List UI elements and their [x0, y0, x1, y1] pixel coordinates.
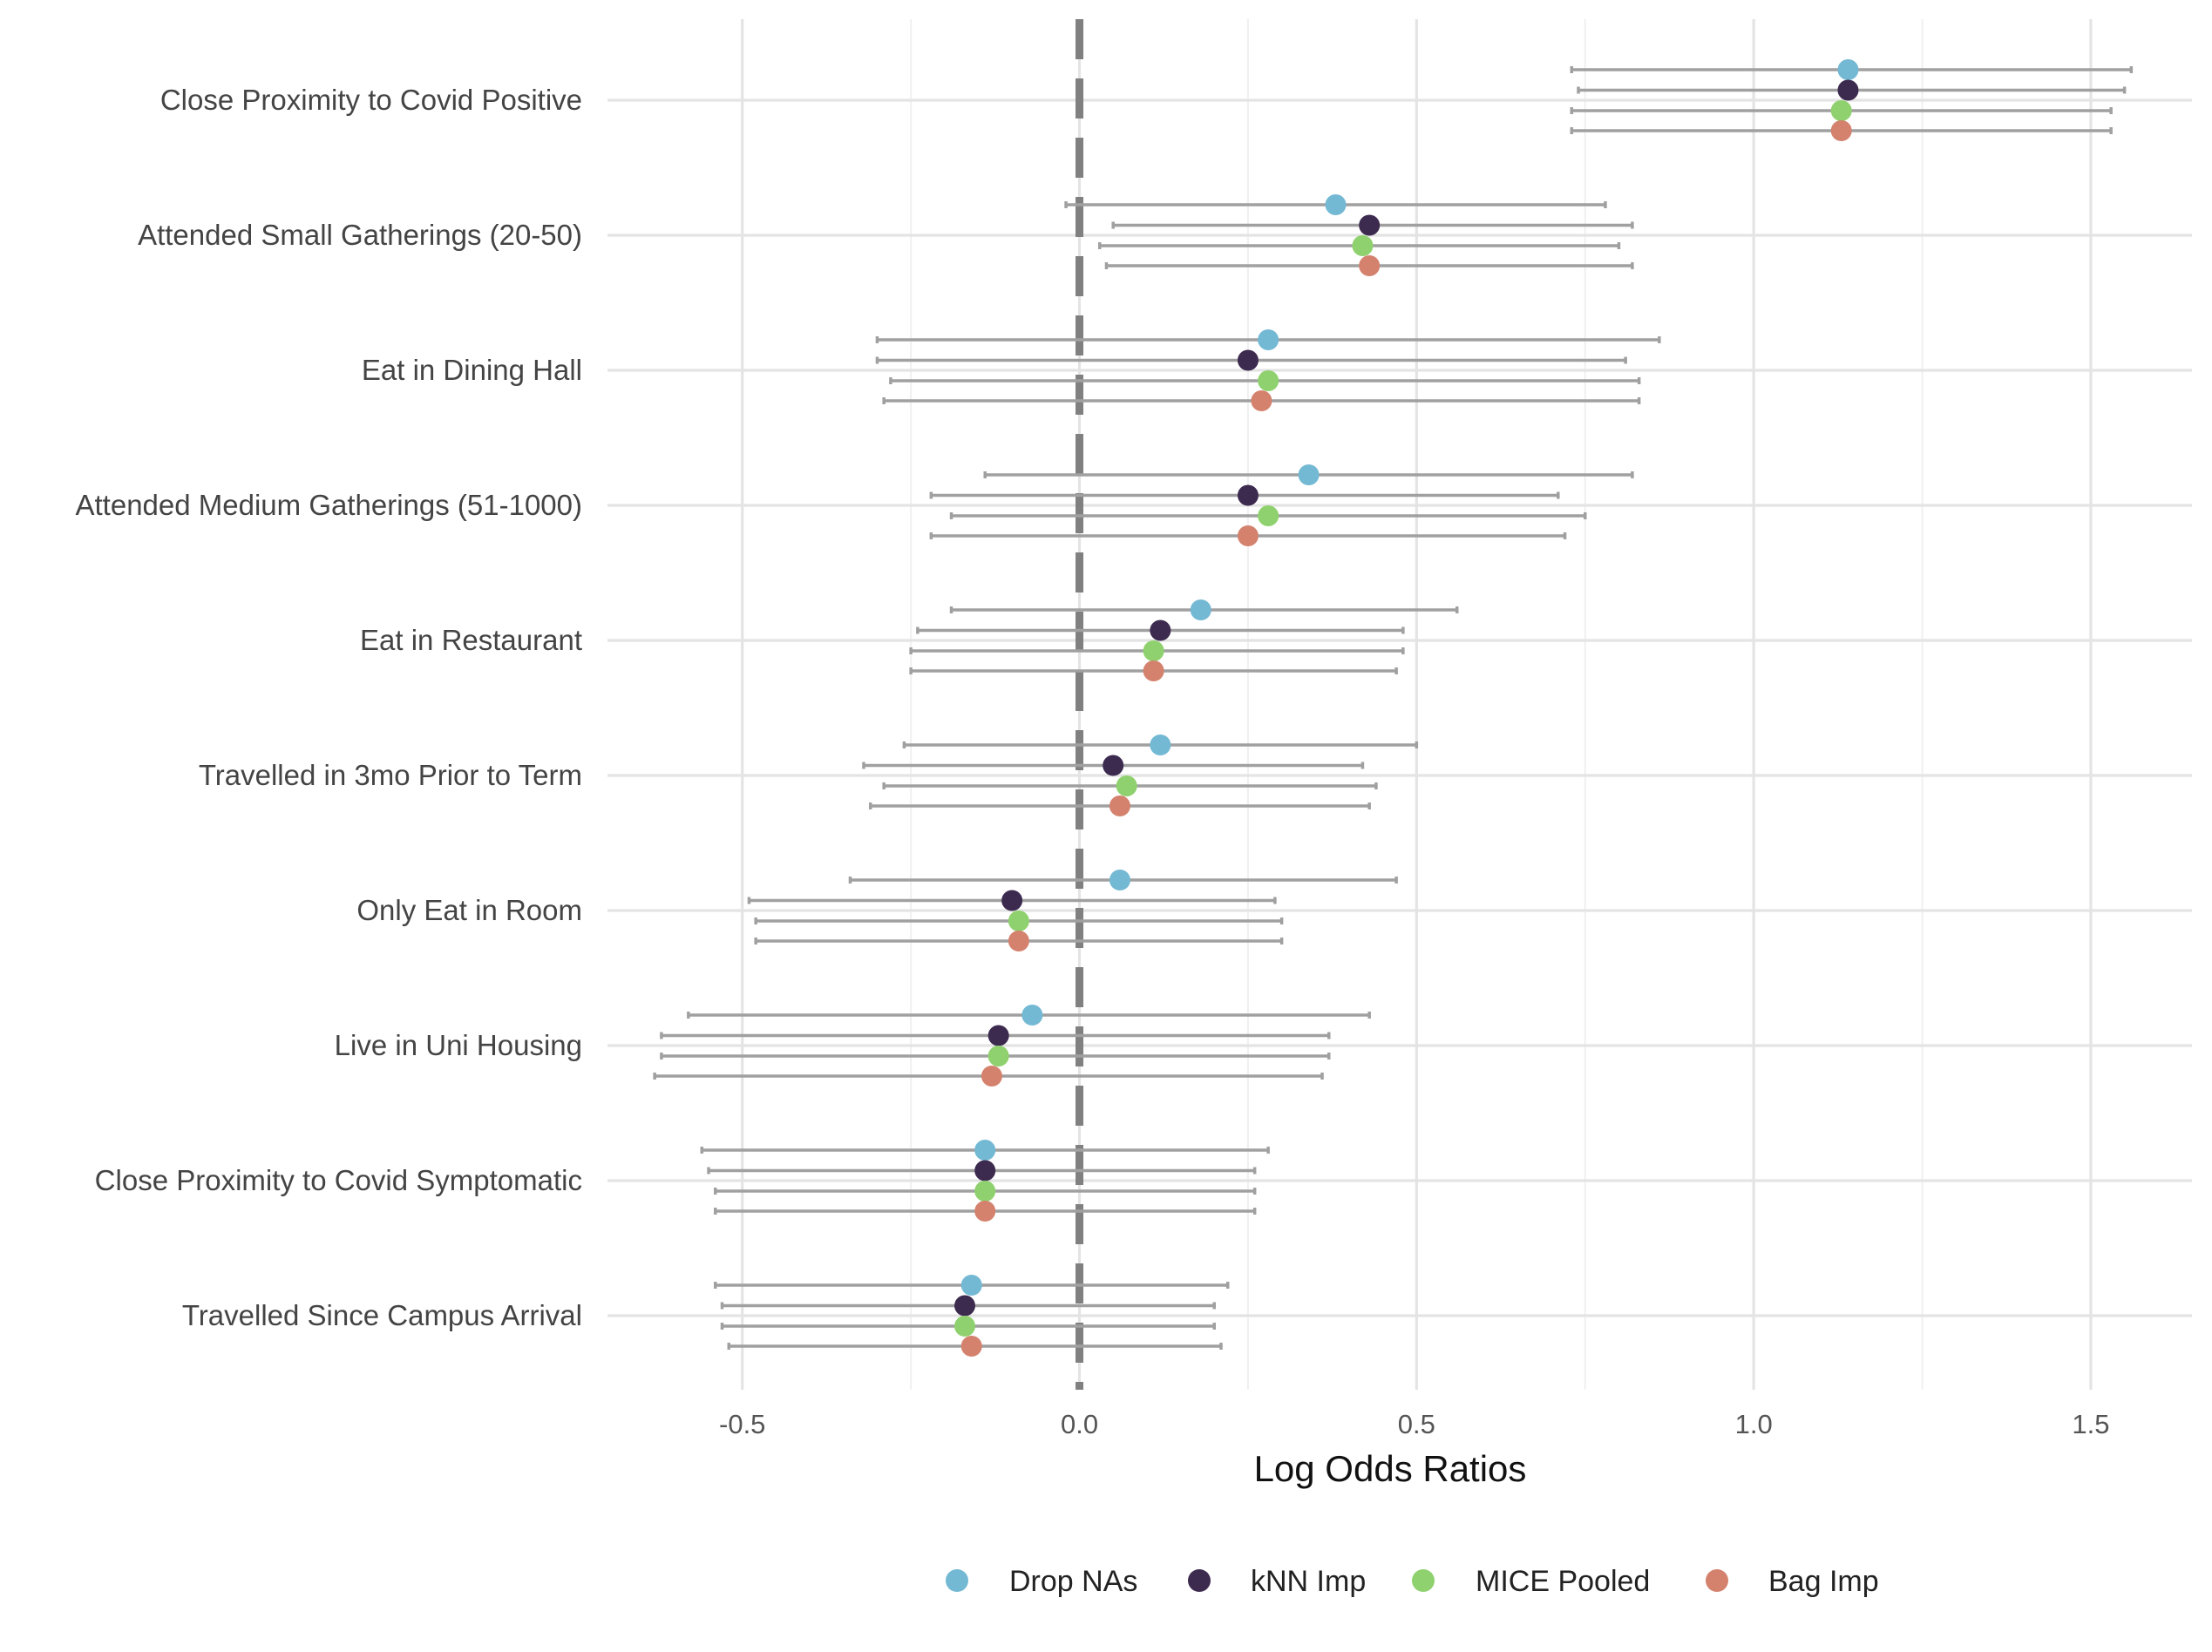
point [974, 1181, 996, 1202]
legend-item: Drop NAs [946, 1565, 1137, 1598]
legend-item: Bag Imp [1706, 1565, 1879, 1598]
point [1143, 640, 1164, 661]
point [980, 1066, 1002, 1087]
point [987, 1025, 1009, 1046]
category-label: Close Proximity to Covid Positive [160, 84, 582, 116]
point [1237, 349, 1259, 371]
category-label: Travelled Since Campus Arrival [182, 1299, 582, 1331]
point [960, 1336, 982, 1357]
legend-item: MICE Pooled [1412, 1565, 1650, 1598]
legend-swatch [1412, 1569, 1435, 1592]
point [1258, 329, 1279, 350]
category-label: Close Proximity to Covid Symptomatic [95, 1164, 582, 1196]
point [954, 1316, 976, 1337]
legend-label: Bag Imp [1768, 1565, 1879, 1598]
category-label: Travelled in 3mo Prior to Term [199, 759, 582, 791]
legend-item: kNN Imp [1188, 1565, 1366, 1598]
legend-label: Drop NAs [1009, 1565, 1137, 1598]
point [1150, 735, 1171, 755]
point [1298, 464, 1320, 485]
point [1116, 775, 1137, 796]
point [1258, 505, 1279, 526]
category-label: Live in Uni Housing [335, 1029, 582, 1061]
series-2 [660, 100, 2113, 1337]
point [1258, 370, 1279, 391]
point [1237, 525, 1259, 546]
legend-swatch [1706, 1569, 1728, 1592]
point [960, 1275, 982, 1296]
point [1352, 235, 1374, 256]
x-axis-title: Log Odds Ratios [1254, 1448, 1527, 1489]
point [1008, 911, 1029, 931]
category-label: Eat in Restaurant [360, 624, 582, 656]
category-label: Only Eat in Room [356, 894, 582, 926]
point [1150, 620, 1171, 641]
x-tick-label: 1.5 [2072, 1409, 2109, 1439]
series-group [653, 59, 2134, 1357]
point [1251, 390, 1272, 411]
x-tick-label: -0.5 [719, 1409, 765, 1439]
category-labels: Close Proximity to Covid Positive Attende… [76, 84, 583, 1331]
x-tick-label: 1.0 [1735, 1409, 1773, 1439]
point [974, 1201, 996, 1222]
series-1 [660, 79, 2127, 1317]
point [1837, 79, 1859, 101]
point [1237, 484, 1259, 506]
category-label: Eat in Dining Hall [362, 354, 582, 386]
point [1359, 255, 1381, 276]
legend-label: MICE Pooled [1476, 1565, 1650, 1598]
legend-label: kNN Imp [1251, 1565, 1366, 1598]
point [1103, 755, 1124, 776]
x-tick-labels: -0.5 0.0 0.5 1.0 1.5 [719, 1409, 2109, 1439]
point [1190, 599, 1211, 620]
category-label: Attended Small Gatherings (20-50) [138, 219, 582, 251]
series-0 [687, 59, 2134, 1296]
grid [607, 19, 2192, 1390]
legend: Drop NAs kNN Imp MICE Pooled Bag Imp [946, 1565, 1879, 1598]
point [954, 1295, 976, 1317]
x-tick-label: 0.0 [1061, 1409, 1098, 1439]
point [1837, 59, 1859, 80]
point [1830, 100, 1852, 121]
point [1325, 194, 1347, 215]
point [1109, 870, 1130, 890]
category-label: Attended Medium Gatherings (51-1000) [76, 489, 583, 521]
point [974, 1140, 996, 1161]
legend-swatch [1188, 1569, 1211, 1592]
point [1001, 890, 1023, 911]
point [1830, 120, 1852, 141]
point [974, 1160, 996, 1181]
point [1359, 214, 1381, 236]
point [1109, 796, 1130, 816]
point [1021, 1005, 1043, 1026]
point [1143, 660, 1164, 681]
legend-swatch [946, 1569, 968, 1592]
series-3 [653, 120, 2113, 1357]
x-tick-label: 0.5 [1398, 1409, 1435, 1439]
point [987, 1046, 1009, 1066]
point [1008, 931, 1029, 951]
